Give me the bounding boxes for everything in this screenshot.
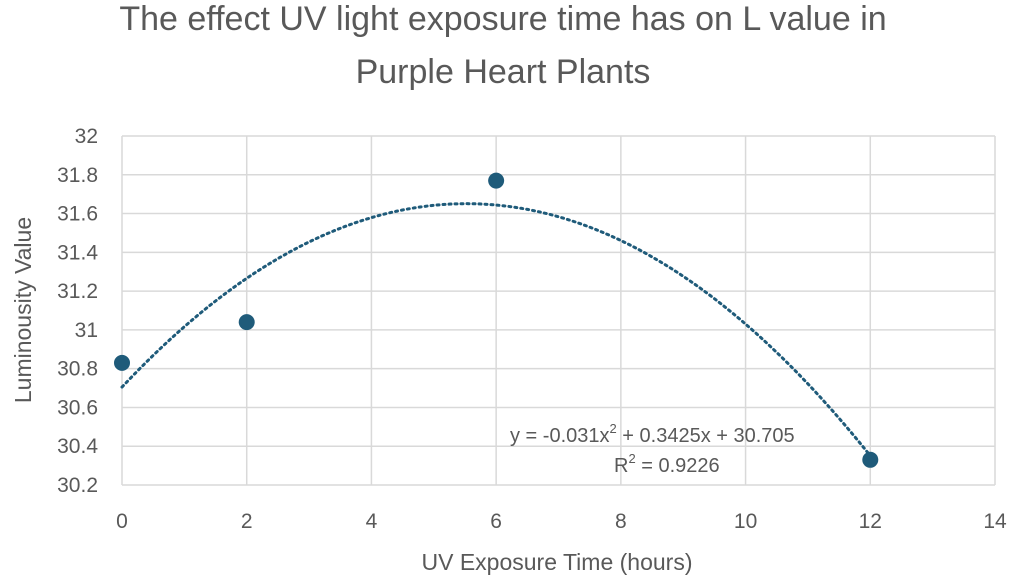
x-axis-title: UV Exposure Time (hours) <box>422 549 693 575</box>
trendline <box>120 202 872 458</box>
r2-rest: = 0.9226 <box>636 455 720 477</box>
chart-title-line-2: Purple Heart Plants <box>356 53 651 91</box>
x-tick-label: 14 <box>983 510 1007 533</box>
x-tick-labels: 0 2 4 6 8 10 12 14 <box>116 510 1007 533</box>
y-tick-label: 30.6 <box>57 396 98 419</box>
x-tick-label: 4 <box>366 510 378 533</box>
x-tick-label: 8 <box>615 510 627 533</box>
x-tick-label: 0 <box>116 510 128 533</box>
y-tick-label: 30.4 <box>57 435 98 458</box>
equation-main: y = -0.031x <box>510 425 610 447</box>
equation-rest: + 0.3425x + 30.705 <box>617 425 795 447</box>
chart-title-line-1: The effect UV light exposure time has on… <box>119 0 886 38</box>
y-tick-labels: 30.2 30.4 30.6 30.8 31 31.2 31.4 31.6 31.8 32 <box>57 125 98 497</box>
y-axis-title: Luminousity Value <box>10 217 36 403</box>
gridlines <box>121 135 996 486</box>
y-tick-label: 31.2 <box>57 280 98 303</box>
x-tick-label: 10 <box>734 510 757 533</box>
x-tick-label: 6 <box>490 510 502 533</box>
trendline-equation: y = -0.031x2 + 0.3425x + 30.705 <box>510 421 795 447</box>
data-point <box>114 354 130 371</box>
r2-exponent: 2 <box>628 451 635 466</box>
y-tick-label: 31.6 <box>57 203 98 226</box>
r2-prefix: R <box>614 455 628 477</box>
x-tick-label: 12 <box>859 510 882 533</box>
data-point <box>862 451 879 468</box>
y-tick-label: 30.8 <box>57 358 98 381</box>
y-tick-label: 32 <box>75 125 98 148</box>
y-tick-label: 31.8 <box>57 164 98 187</box>
x-tick-label: 2 <box>241 510 253 533</box>
y-tick-label: 31.4 <box>57 241 98 264</box>
y-tick-label: 30.2 <box>57 474 98 497</box>
r-squared-label: R2 = 0.9226 <box>614 451 720 477</box>
y-tick-label: 31 <box>75 319 98 342</box>
data-points <box>114 172 879 468</box>
equation-exponent: 2 <box>610 421 617 436</box>
data-point <box>238 314 255 331</box>
data-point <box>488 172 505 189</box>
